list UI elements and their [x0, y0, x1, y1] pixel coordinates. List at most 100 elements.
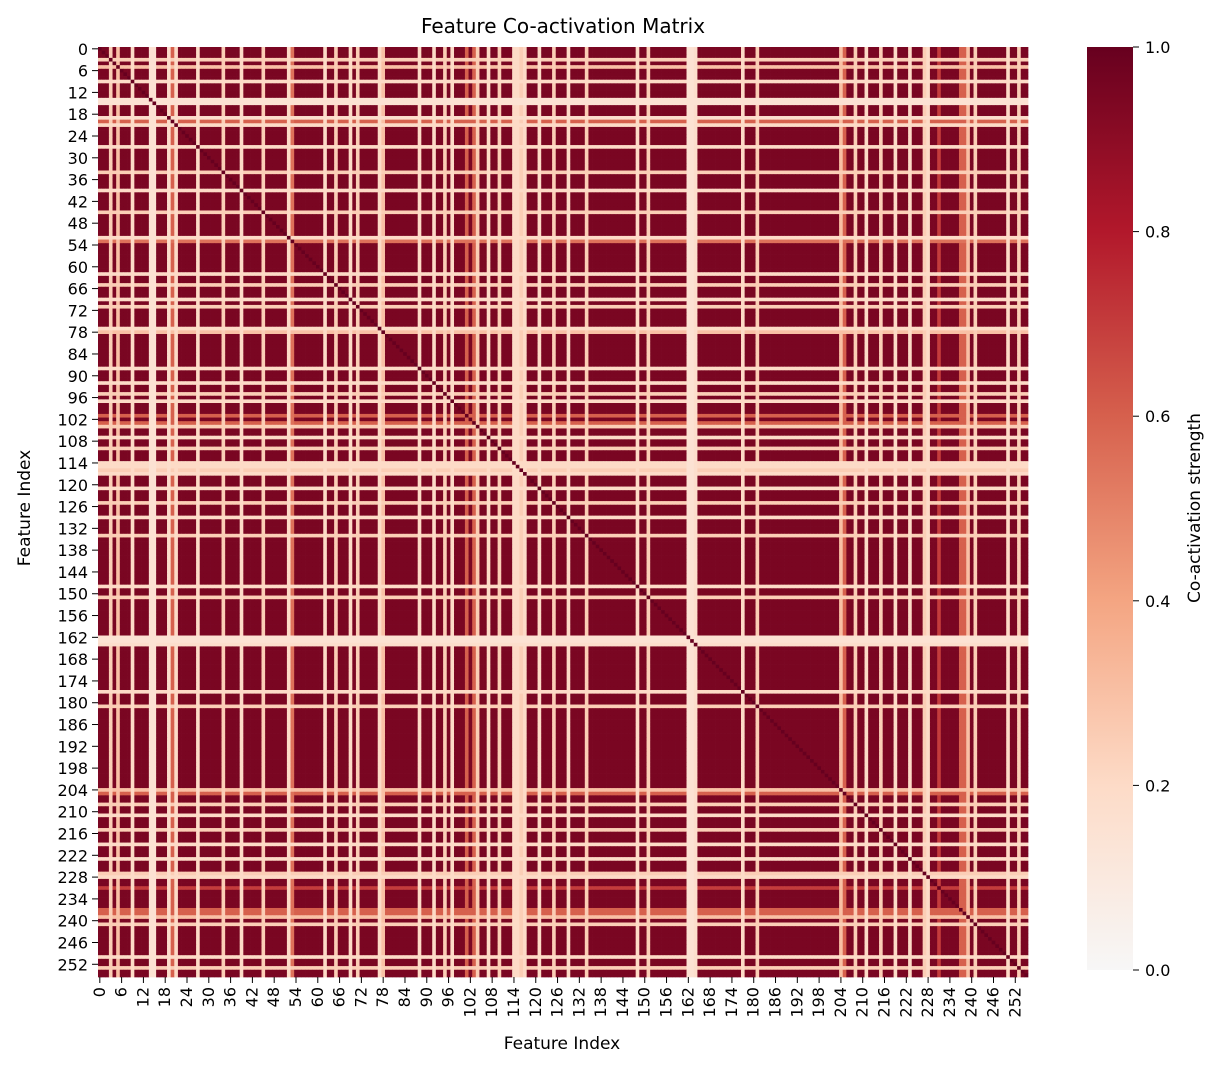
heatmap-cell — [741, 62, 745, 66]
heatmap-cell — [421, 58, 425, 62]
heatmap-cell — [661, 58, 665, 62]
heatmap-cell — [356, 54, 360, 58]
heatmap-cell — [803, 62, 807, 66]
heatmap-cell — [211, 72, 215, 76]
heatmap-cell — [381, 65, 385, 69]
heatmap-cell — [280, 72, 284, 76]
heatmap-cell — [912, 62, 916, 66]
heatmap-cell — [236, 72, 240, 76]
heatmap-cell — [254, 62, 258, 66]
heatmap-cell — [363, 47, 367, 51]
heatmap-cell — [254, 69, 258, 73]
heatmap-cell — [639, 54, 643, 58]
heatmap-cell — [668, 58, 672, 62]
heatmap-cell — [828, 69, 832, 73]
heatmap-cell — [189, 51, 193, 55]
heatmap-cell — [385, 62, 389, 66]
heatmap-cell — [494, 58, 498, 62]
heatmap-cell — [447, 47, 451, 51]
heatmap-cell — [410, 76, 414, 80]
heatmap-cell — [741, 58, 745, 62]
heatmap-cell — [1010, 69, 1014, 73]
heatmap-cell — [407, 72, 411, 76]
heatmap-cell — [654, 54, 658, 58]
heatmap-cell — [461, 51, 465, 55]
heatmap-cell — [301, 51, 305, 55]
heatmap-cell — [734, 62, 738, 66]
heatmap-cell — [113, 72, 117, 76]
heatmap-cell — [992, 51, 996, 55]
heatmap-cell — [548, 54, 552, 58]
heatmap-cell — [665, 47, 669, 51]
heatmap-cell — [574, 54, 578, 58]
heatmap-cell — [915, 72, 919, 76]
heatmap-cell — [868, 51, 872, 55]
heatmap-cell — [825, 65, 829, 69]
heatmap-cell — [505, 54, 509, 58]
heatmap-cell — [934, 69, 938, 73]
heatmap-cell — [392, 47, 396, 51]
heatmap-cell — [861, 62, 865, 66]
heatmap-cell — [501, 58, 505, 62]
heatmap-cell — [563, 51, 567, 55]
heatmap-cell — [868, 54, 872, 58]
heatmap-cell — [857, 65, 861, 69]
heatmap-cell — [407, 47, 411, 51]
heatmap-cell — [534, 51, 538, 55]
heatmap-cell — [657, 58, 661, 62]
heatmap-cell — [832, 72, 836, 76]
heatmap-cell — [385, 51, 389, 55]
heatmap-cell — [160, 54, 164, 58]
heatmap-cell — [218, 58, 222, 62]
heatmap-cell — [349, 62, 353, 66]
heatmap-cell — [665, 62, 669, 66]
heatmap-cell — [258, 62, 262, 66]
heatmap-cell — [995, 58, 999, 62]
heatmap-cell — [240, 54, 244, 58]
heatmap-cell — [509, 72, 513, 76]
heatmap-cell — [781, 62, 785, 66]
heatmap-cell — [690, 69, 694, 73]
heatmap-cell — [883, 54, 887, 58]
heatmap-cell — [138, 72, 142, 76]
heatmap-cell — [487, 65, 491, 69]
heatmap-cell — [846, 69, 850, 73]
heatmap-cell — [763, 54, 767, 58]
heatmap-cell — [163, 58, 167, 62]
heatmap-cell — [661, 51, 665, 55]
heatmap-cell — [792, 65, 796, 69]
heatmap-cell — [113, 51, 117, 55]
heatmap-cell — [381, 58, 385, 62]
heatmap-cell — [588, 58, 592, 62]
heatmap-cell — [792, 72, 796, 76]
heatmap-cell — [185, 72, 189, 76]
heatmap-cell — [370, 54, 374, 58]
heatmap-cell — [944, 47, 948, 51]
heatmap-cell — [676, 51, 680, 55]
heatmap-cell — [647, 47, 651, 51]
heatmap-cell — [414, 65, 418, 69]
heatmap-cell — [120, 54, 124, 58]
heatmap-cell — [378, 54, 382, 58]
heatmap-cell — [345, 69, 349, 73]
heatmap-cell — [222, 47, 226, 51]
heatmap-cell — [904, 72, 908, 76]
heatmap-cell — [418, 51, 422, 55]
heatmap-cell — [211, 65, 215, 69]
heatmap-cell — [432, 62, 436, 66]
heatmap-cell — [265, 62, 269, 66]
heatmap-cell — [243, 62, 247, 66]
heatmap-cell — [254, 51, 258, 55]
heatmap-cell — [261, 76, 265, 80]
heatmap-cell — [505, 47, 509, 51]
heatmap-cell — [439, 72, 443, 76]
heatmap-cell — [276, 69, 280, 73]
heatmap-cell — [676, 72, 680, 76]
heatmap-cell — [516, 51, 520, 55]
heatmap-cell — [265, 72, 269, 76]
heatmap-cell — [509, 65, 513, 69]
heatmap-cell — [752, 62, 756, 66]
heatmap-cell — [730, 62, 734, 66]
heatmap-cell — [120, 72, 124, 76]
heatmap-cell — [934, 62, 938, 66]
